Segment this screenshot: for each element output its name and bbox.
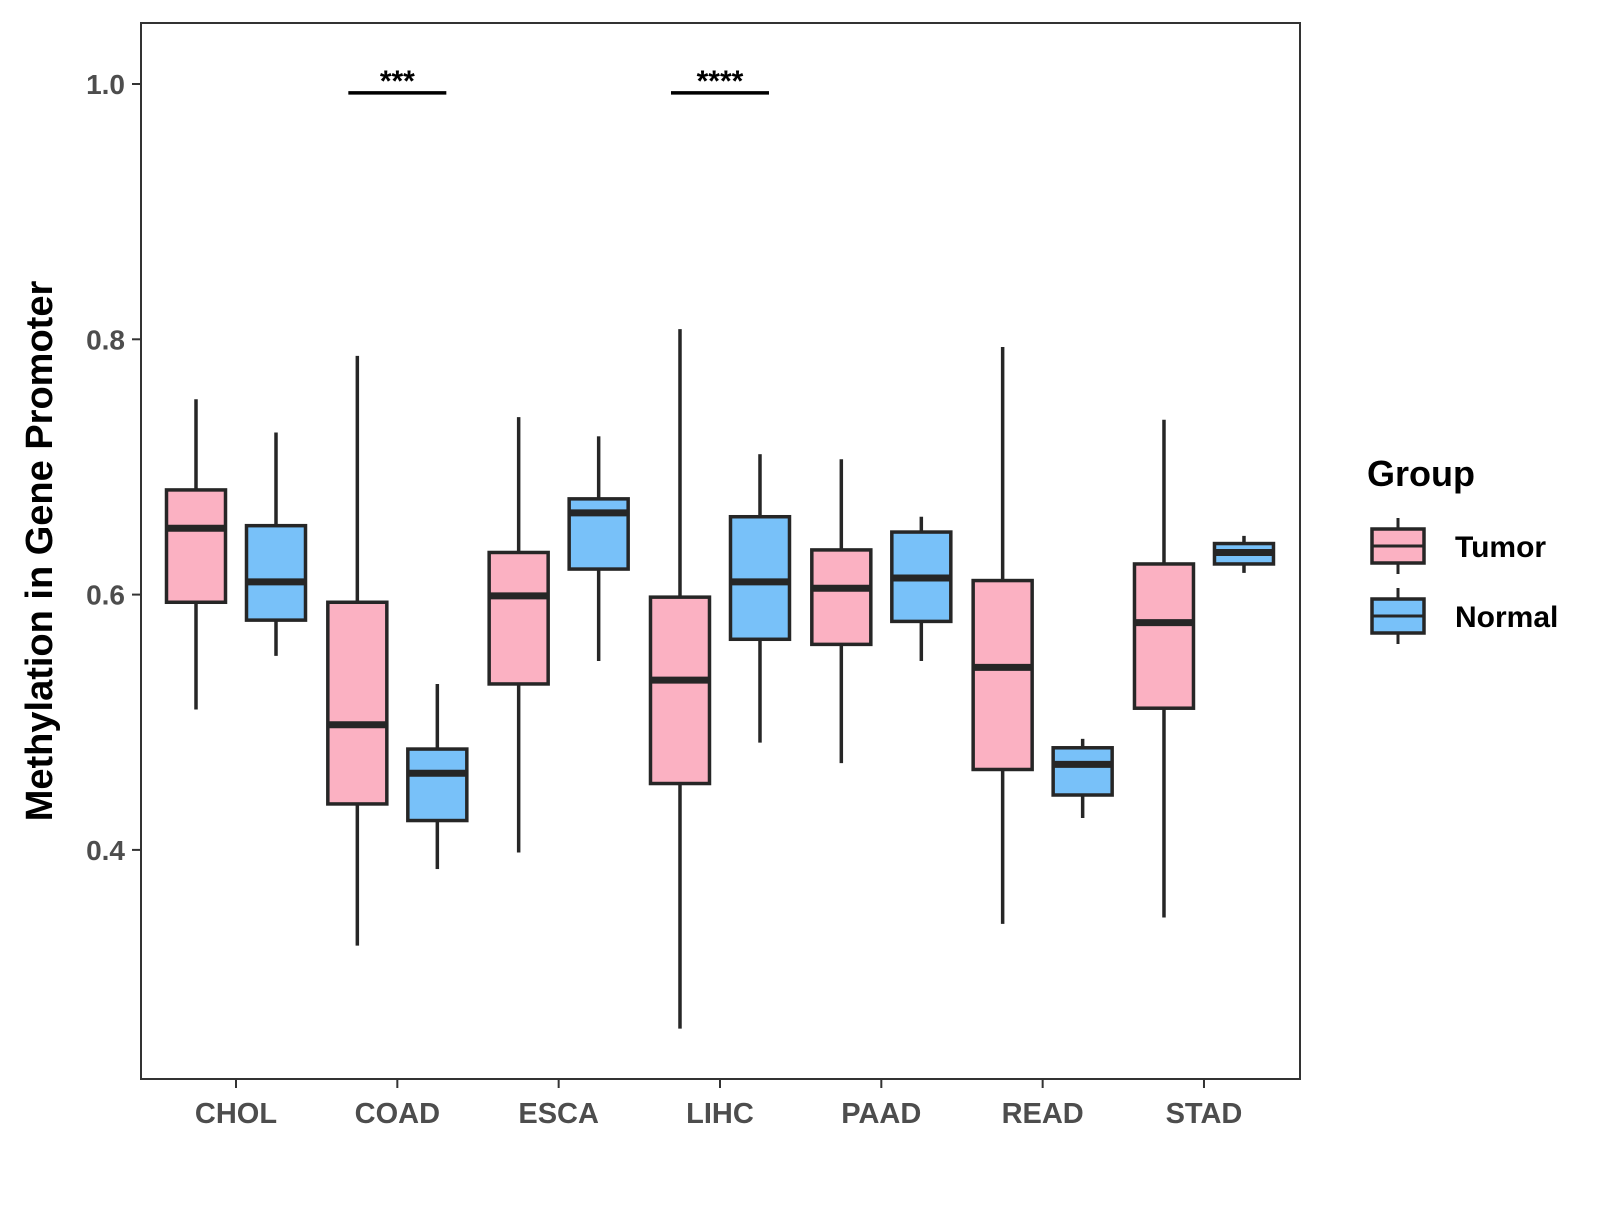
box-tumor-read: [971, 346, 1034, 924]
box-tumor-paad: [810, 459, 873, 764]
box-normal-stad: [1212, 535, 1276, 573]
box-tumor-stad: [1132, 419, 1196, 918]
box-iqr: [1051, 746, 1114, 797]
box-iqr: [326, 600, 389, 806]
box-iqr: [971, 578, 1034, 772]
box-iqr: [406, 747, 469, 823]
box-normal-read: [1051, 738, 1114, 818]
box-tumor-chol: [164, 399, 228, 710]
box-normal-chol: [244, 432, 308, 656]
legend-item-tumor: Tumor: [1370, 518, 1546, 574]
box-iqr: [810, 548, 873, 647]
legend: Group Tumor Normal: [1367, 453, 1558, 644]
box-iqr: [567, 497, 630, 571]
x-tick-label: PAAD: [841, 1098, 921, 1130]
x-tick-label: LIHC: [686, 1098, 754, 1130]
box-tumor-lihc: [648, 329, 712, 1029]
y-tick-label: 0.8: [86, 324, 125, 355]
plot-panel: [140, 22, 1301, 1080]
y-axis-title: Methylation in Gene Promoter: [19, 281, 61, 822]
x-tick-label: CHOL: [195, 1098, 277, 1130]
legend-item-normal: Normal: [1370, 588, 1558, 644]
box-normal-lihc: [728, 454, 792, 743]
legend-label: Tumor: [1455, 531, 1546, 564]
x-tick-label: ESCA: [518, 1098, 599, 1130]
x-tick-label: COAD: [355, 1098, 440, 1130]
y-tick-label: 0.4: [86, 835, 125, 866]
x-tick-label: READ: [1002, 1098, 1084, 1130]
box-tumor-esca: [487, 417, 550, 853]
legend-label: Normal: [1455, 601, 1558, 634]
box-iqr: [648, 595, 712, 786]
box-iqr: [487, 550, 550, 686]
significance-label: ***: [380, 65, 415, 98]
box-normal-coad: [406, 683, 469, 870]
legend-title: Group: [1367, 453, 1475, 494]
x-tick-label: STAD: [1166, 1098, 1243, 1130]
y-tick-label: 1.0: [86, 69, 125, 100]
y-tick-label: 0.6: [86, 580, 125, 611]
box-tumor-coad: [326, 355, 389, 946]
box-normal-paad: [890, 516, 953, 661]
box-iqr: [244, 523, 308, 622]
box-normal-esca: [567, 436, 630, 661]
box-iqr: [728, 514, 792, 642]
significance-label: ****: [697, 65, 744, 98]
box-iqr: [1132, 562, 1196, 710]
box-iqr: [164, 488, 228, 605]
